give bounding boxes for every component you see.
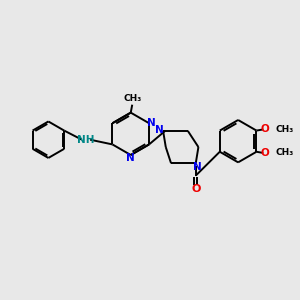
Text: N: N (126, 153, 135, 163)
Text: N: N (155, 125, 164, 135)
Text: CH₃: CH₃ (275, 125, 293, 134)
Text: O: O (191, 184, 200, 194)
Text: O: O (260, 124, 269, 134)
Text: NH: NH (77, 135, 94, 145)
Text: N: N (193, 162, 202, 172)
Text: CH₃: CH₃ (123, 94, 141, 103)
Text: N: N (147, 118, 156, 128)
Text: O: O (260, 148, 269, 158)
Text: CH₃: CH₃ (275, 148, 293, 158)
